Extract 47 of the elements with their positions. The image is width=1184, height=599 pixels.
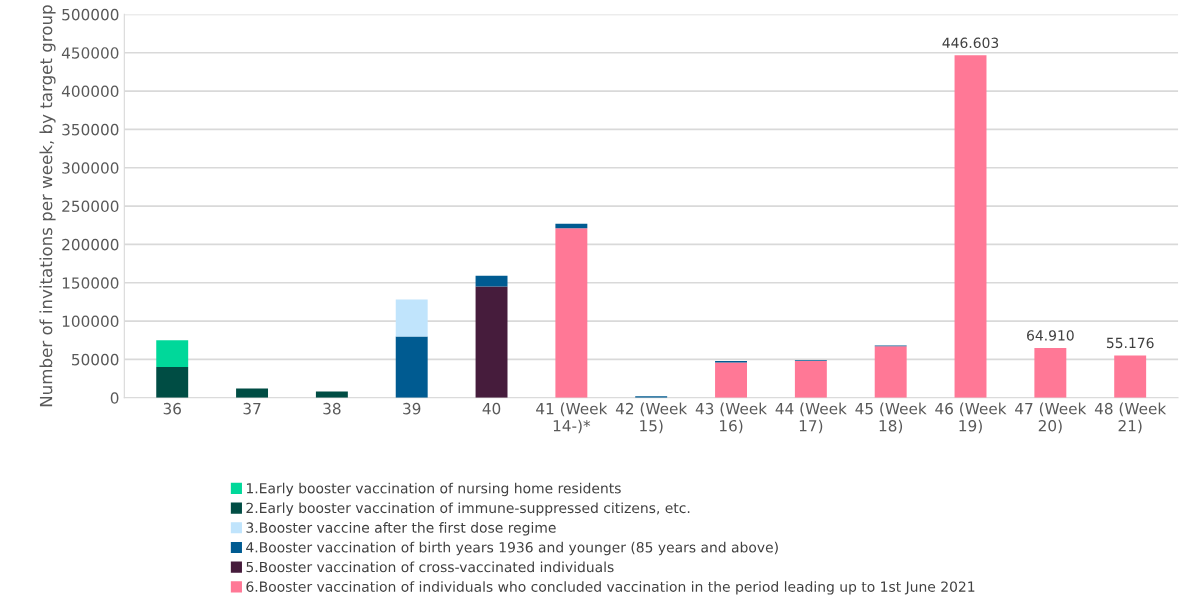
x-tick-label: 39 [403,402,421,415]
x-tick-label: 38 [323,402,341,415]
bar [954,55,987,398]
legend-label: 6.Booster vaccination of individuals who concluded vaccination in the period leading up to 1st June 2021 [246,581,975,595]
bar [555,228,588,398]
x-tick-label: 42 (Week 15) [615,402,688,434]
x-tick-label: 46 (Week 19) [935,402,1007,434]
bar [715,362,747,398]
legend-label: 2.Early booster vaccination of immune-suppressed citizens, etc. [246,502,690,516]
y-tick-label: 150000 [62,277,119,289]
y-tick-label: 400000 [61,85,119,98]
bar [794,360,827,398]
legend-label: 1.Early booster vaccination of nursing home residents [246,482,621,497]
x-tick-label: 48 (Week 21) [1094,402,1167,434]
y-tick-label: 350000 [62,123,119,136]
x-tick-label: 36 [163,402,181,415]
bar [475,275,508,287]
data-label: 55.176 [1106,337,1154,349]
y-tick-label: 450000 [61,47,119,59]
x-tick-label: 37 [243,402,261,415]
y-tick-label: 250000 [62,200,119,213]
x-tick-label: 45 (Week 18) [855,402,927,434]
x-tick-label: 40 [482,402,501,415]
x-tick-label: 47 (Week 20) [1015,402,1087,434]
y-tick-label: 50000 [72,353,119,366]
data-label: 64.910 [1027,330,1074,341]
bar [874,346,907,398]
data-label: 446.603 [942,37,999,49]
x-tick-label: 44 (Week 17) [775,402,847,434]
y-tick-label: 200000 [62,238,119,251]
bar [395,299,428,337]
x-tick-label: 41 (Week 14-)* [536,402,608,434]
y-tick-label: 300000 [62,162,119,174]
bar [475,286,508,398]
bar [1034,347,1067,398]
bar [395,336,428,398]
legend-label: 4.Booster vaccination of birth years 1936 and younger (85 years and above) [246,541,778,556]
bar [156,367,189,398]
y-tick-label: 100000 [62,315,119,328]
legend-label: 5.Booster vaccination of cross-vaccinated individuals [246,561,614,573]
y-tick-label: 0 [110,392,119,404]
bar [1114,355,1147,398]
y-tick-label: 500000 [62,8,119,21]
legend-label: 3.Booster vaccine after the first dose regime [246,522,556,536]
x-tick-label: 43 (Week 16) [695,402,768,434]
bar [156,340,189,368]
y-axis-title: Number of invitations per week, by target group [39,5,56,407]
